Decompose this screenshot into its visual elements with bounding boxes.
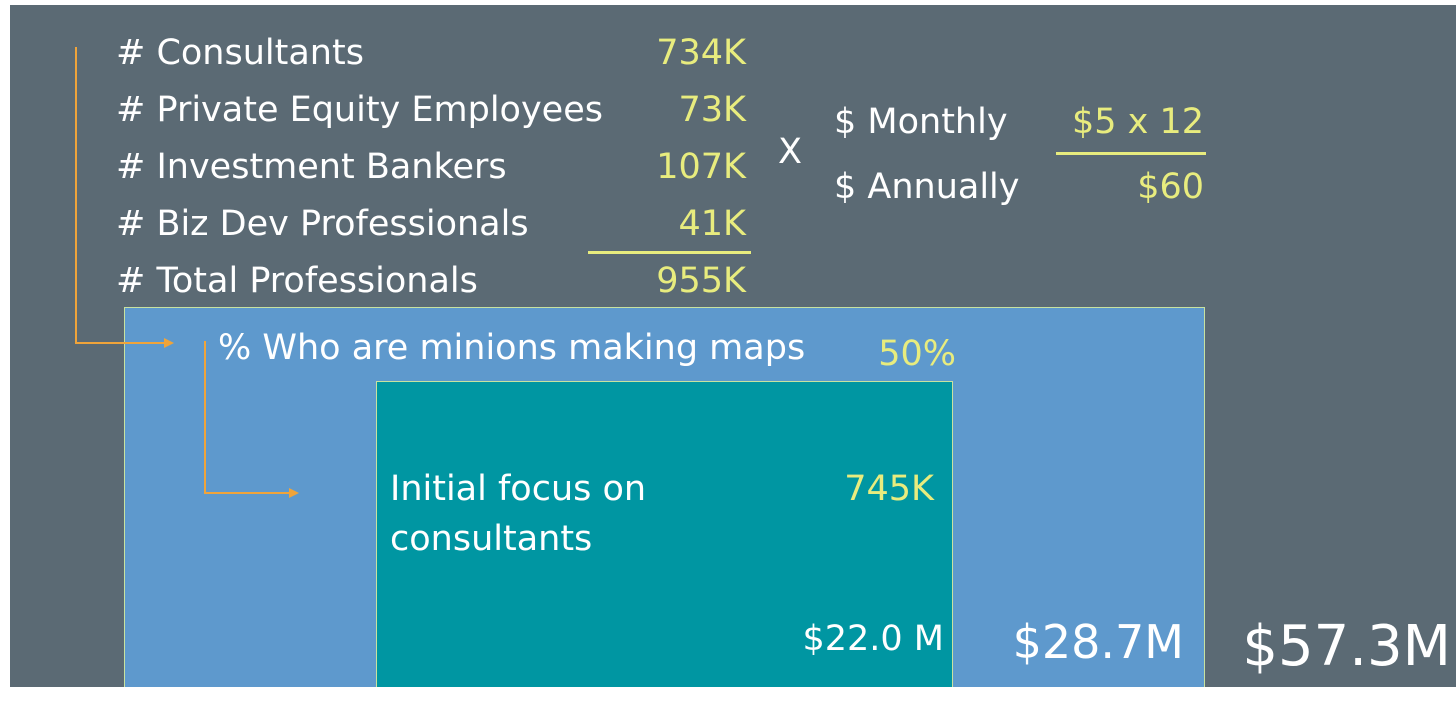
initial-focus-box <box>376 381 953 687</box>
consultants-label: # Consultants <box>116 33 364 73</box>
initial-focus-market-total: $22.0 M <box>802 619 944 659</box>
total-professionals-value: 955K <box>656 261 746 301</box>
annual-price-value: $60 <box>1137 167 1204 207</box>
arrow-to-segment-icon <box>164 338 174 348</box>
monthly-price-label: $ Monthly <box>834 102 1008 142</box>
initial-focus-label-line1: Initial focus on <box>390 469 647 509</box>
investment-bankers-label: # Investment Bankers <box>116 147 507 187</box>
connector-line-horizontal-1 <box>75 342 167 344</box>
initial-focus-value: 745K <box>844 469 934 509</box>
initial-focus-label-line2: consultants <box>390 519 593 559</box>
biz-dev-value: 41K <box>678 204 747 244</box>
investment-bankers-value: 107K <box>656 147 746 187</box>
connector-line-horizontal-2 <box>204 492 290 494</box>
total-professionals-label: # Total Professionals <box>116 261 478 301</box>
price-underline <box>1056 152 1206 155</box>
private-equity-value: 73K <box>678 90 747 130</box>
segment-value: 50% <box>878 334 956 374</box>
monthly-price-value: $5 x 12 <box>1071 102 1204 142</box>
arrow-to-initial-focus-icon <box>289 488 299 498</box>
segment-market-total: $28.7M <box>1012 615 1184 669</box>
private-equity-label: # Private Equity Employees <box>116 90 603 130</box>
segment-label: % Who are minions making maps <box>218 328 806 368</box>
total-market-value: $57.3M <box>1242 614 1451 679</box>
connector-line-vertical-2 <box>204 341 206 494</box>
sum-underline <box>588 251 751 254</box>
connector-line-vertical-1 <box>75 47 77 344</box>
multiply-sign: X <box>778 132 802 172</box>
annual-price-label: $ Annually <box>834 167 1020 207</box>
market-sizing-slide: # Consultants 734K # Private Equity Empl… <box>10 5 1456 687</box>
biz-dev-label: # Biz Dev Professionals <box>116 204 529 244</box>
consultants-value: 734K <box>656 33 746 73</box>
